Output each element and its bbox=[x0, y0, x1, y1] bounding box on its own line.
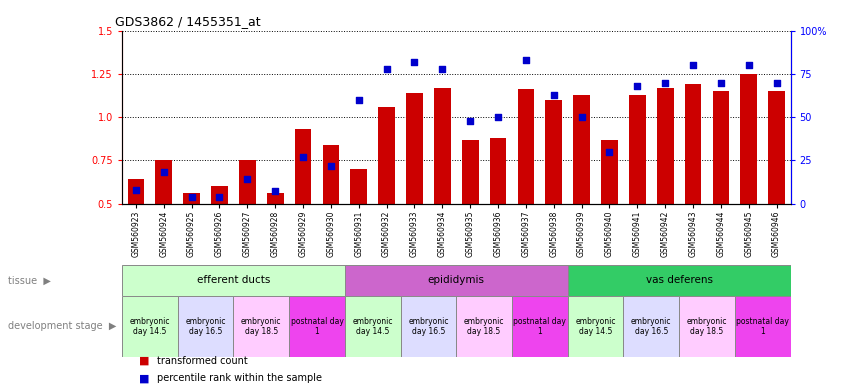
Bar bbox=[623, 296, 680, 357]
Bar bbox=[685, 84, 701, 204]
Bar bbox=[183, 193, 200, 204]
Point bbox=[130, 187, 143, 193]
Point bbox=[519, 57, 532, 63]
Text: embryonic
day 18.5: embryonic day 18.5 bbox=[241, 317, 282, 336]
Bar bbox=[211, 186, 228, 204]
Text: embryonic
day 14.5: embryonic day 14.5 bbox=[352, 317, 393, 336]
Text: embryonic
day 18.5: embryonic day 18.5 bbox=[464, 317, 505, 336]
Text: percentile rank within the sample: percentile rank within the sample bbox=[157, 373, 322, 383]
Bar bbox=[568, 296, 623, 357]
Bar bbox=[680, 296, 735, 357]
Bar bbox=[289, 296, 345, 357]
Point bbox=[408, 59, 421, 65]
Text: postnatal day
1: postnatal day 1 bbox=[736, 317, 789, 336]
Point bbox=[714, 79, 727, 86]
Point bbox=[491, 114, 505, 120]
Text: transformed count: transformed count bbox=[157, 356, 248, 366]
Point bbox=[659, 79, 672, 86]
Bar bbox=[574, 95, 590, 204]
Bar bbox=[239, 161, 256, 204]
Bar bbox=[122, 265, 345, 296]
Point bbox=[241, 176, 254, 182]
Text: embryonic
day 14.5: embryonic day 14.5 bbox=[130, 317, 170, 336]
Text: embryonic
day 16.5: embryonic day 16.5 bbox=[408, 317, 448, 336]
Bar bbox=[351, 169, 367, 204]
Text: epididymis: epididymis bbox=[428, 275, 484, 285]
Bar bbox=[400, 296, 456, 357]
Point bbox=[575, 114, 589, 120]
Text: vas deferens: vas deferens bbox=[646, 275, 712, 285]
Bar bbox=[769, 91, 785, 204]
Text: development stage  ▶: development stage ▶ bbox=[8, 321, 117, 331]
Bar bbox=[177, 296, 233, 357]
Bar bbox=[406, 93, 423, 204]
Point bbox=[268, 189, 282, 195]
Point bbox=[603, 149, 616, 155]
Text: embryonic
day 16.5: embryonic day 16.5 bbox=[631, 317, 671, 336]
Bar bbox=[735, 296, 791, 357]
Bar bbox=[122, 296, 177, 357]
Bar bbox=[568, 265, 791, 296]
Point bbox=[770, 79, 783, 86]
Bar bbox=[128, 179, 144, 204]
Bar bbox=[629, 95, 646, 204]
Point bbox=[686, 62, 700, 68]
Text: embryonic
day 18.5: embryonic day 18.5 bbox=[687, 317, 727, 336]
Bar bbox=[545, 100, 562, 204]
Point bbox=[157, 169, 171, 175]
Text: efferent ducts: efferent ducts bbox=[197, 275, 270, 285]
Text: ■: ■ bbox=[139, 373, 149, 383]
Bar bbox=[740, 74, 757, 204]
Text: postnatal day
1: postnatal day 1 bbox=[290, 317, 343, 336]
Bar bbox=[233, 296, 289, 357]
Bar bbox=[267, 193, 283, 204]
Point bbox=[742, 62, 755, 68]
Bar bbox=[434, 88, 451, 204]
Text: tissue  ▶: tissue ▶ bbox=[8, 275, 51, 285]
Point bbox=[547, 91, 560, 98]
Text: embryonic
day 14.5: embryonic day 14.5 bbox=[575, 317, 616, 336]
Text: embryonic
day 16.5: embryonic day 16.5 bbox=[185, 317, 225, 336]
Point bbox=[631, 83, 644, 89]
Bar bbox=[462, 140, 479, 204]
Bar bbox=[345, 296, 400, 357]
Bar bbox=[156, 161, 172, 204]
Bar bbox=[456, 296, 512, 357]
Point bbox=[463, 118, 477, 124]
Point bbox=[352, 97, 366, 103]
Bar bbox=[345, 265, 568, 296]
Point bbox=[213, 194, 226, 200]
Point bbox=[324, 162, 337, 169]
Bar bbox=[657, 88, 674, 204]
Bar bbox=[512, 296, 568, 357]
Bar bbox=[294, 129, 311, 204]
Point bbox=[380, 66, 394, 72]
Bar bbox=[489, 138, 506, 204]
Bar bbox=[712, 91, 729, 204]
Point bbox=[436, 66, 449, 72]
Point bbox=[185, 194, 198, 200]
Bar bbox=[323, 145, 339, 204]
Text: GDS3862 / 1455351_at: GDS3862 / 1455351_at bbox=[115, 15, 261, 28]
Text: postnatal day
1: postnatal day 1 bbox=[513, 317, 566, 336]
Bar bbox=[517, 89, 534, 204]
Bar bbox=[378, 107, 395, 204]
Bar bbox=[601, 140, 618, 204]
Point bbox=[296, 154, 309, 160]
Text: ■: ■ bbox=[139, 356, 149, 366]
